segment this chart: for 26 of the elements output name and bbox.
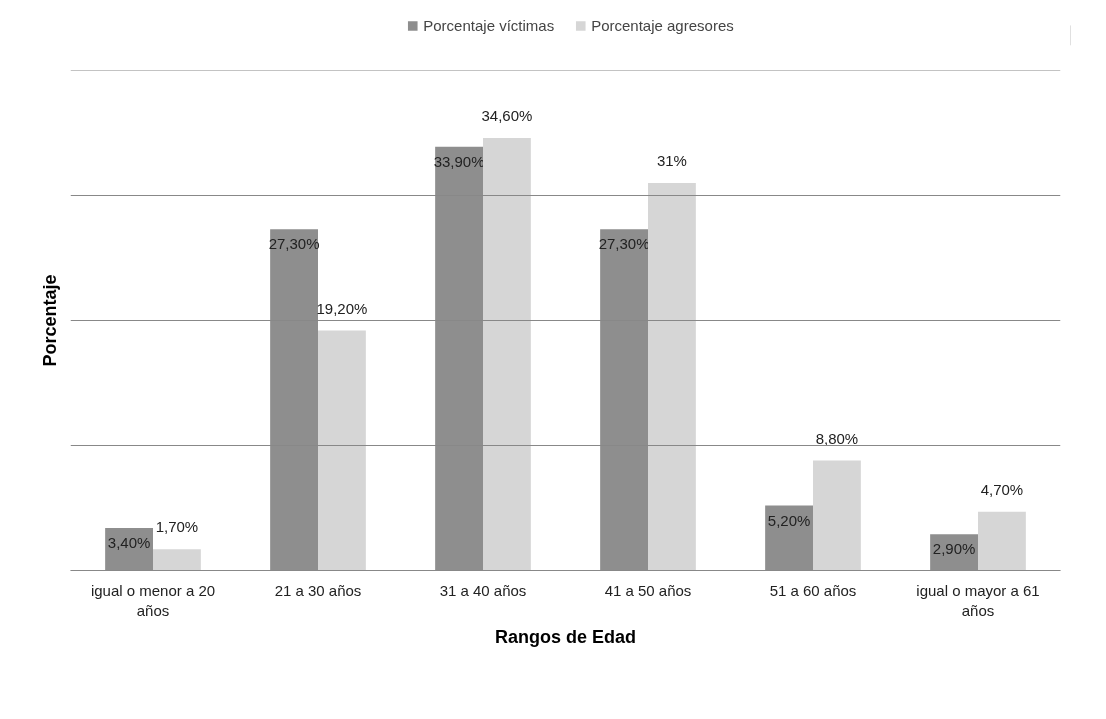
y-axis-title: Porcentaje xyxy=(39,274,60,367)
bar xyxy=(978,511,1026,571)
data-label: 19,20% xyxy=(316,299,368,317)
bar xyxy=(648,183,696,571)
legend-label: Porcentaje víctimas xyxy=(423,16,555,34)
x-tick-label: 31 a 40 años xyxy=(439,581,527,599)
legend-label: Porcentaje agresores xyxy=(591,16,734,34)
data-label: 3,40% xyxy=(107,534,151,551)
bar xyxy=(813,460,861,571)
data-label: 2,90% xyxy=(932,540,976,558)
x-tick-label: igual o menor a 20 años xyxy=(90,581,216,619)
bar xyxy=(318,330,366,571)
x-tick-label: igual o mayor a 61 años xyxy=(916,581,1040,619)
data-label: 31% xyxy=(656,152,687,169)
data-label: 4,70% xyxy=(980,480,1024,498)
data-label: 1,70% xyxy=(155,518,199,536)
x-tick-label: 51 a 60 años xyxy=(769,581,857,599)
bar xyxy=(153,549,201,571)
x-axis-title: Rangos de Edad xyxy=(494,626,637,647)
data-label: 34,60% xyxy=(481,107,533,124)
bar xyxy=(765,505,813,571)
x-tick-label: 41 a 50 años xyxy=(604,581,692,599)
data-label: 8,80% xyxy=(815,429,859,447)
x-tick-label: 21 a 30 años xyxy=(274,581,362,599)
data-label: 5,20% xyxy=(767,511,811,529)
bar xyxy=(483,138,531,571)
